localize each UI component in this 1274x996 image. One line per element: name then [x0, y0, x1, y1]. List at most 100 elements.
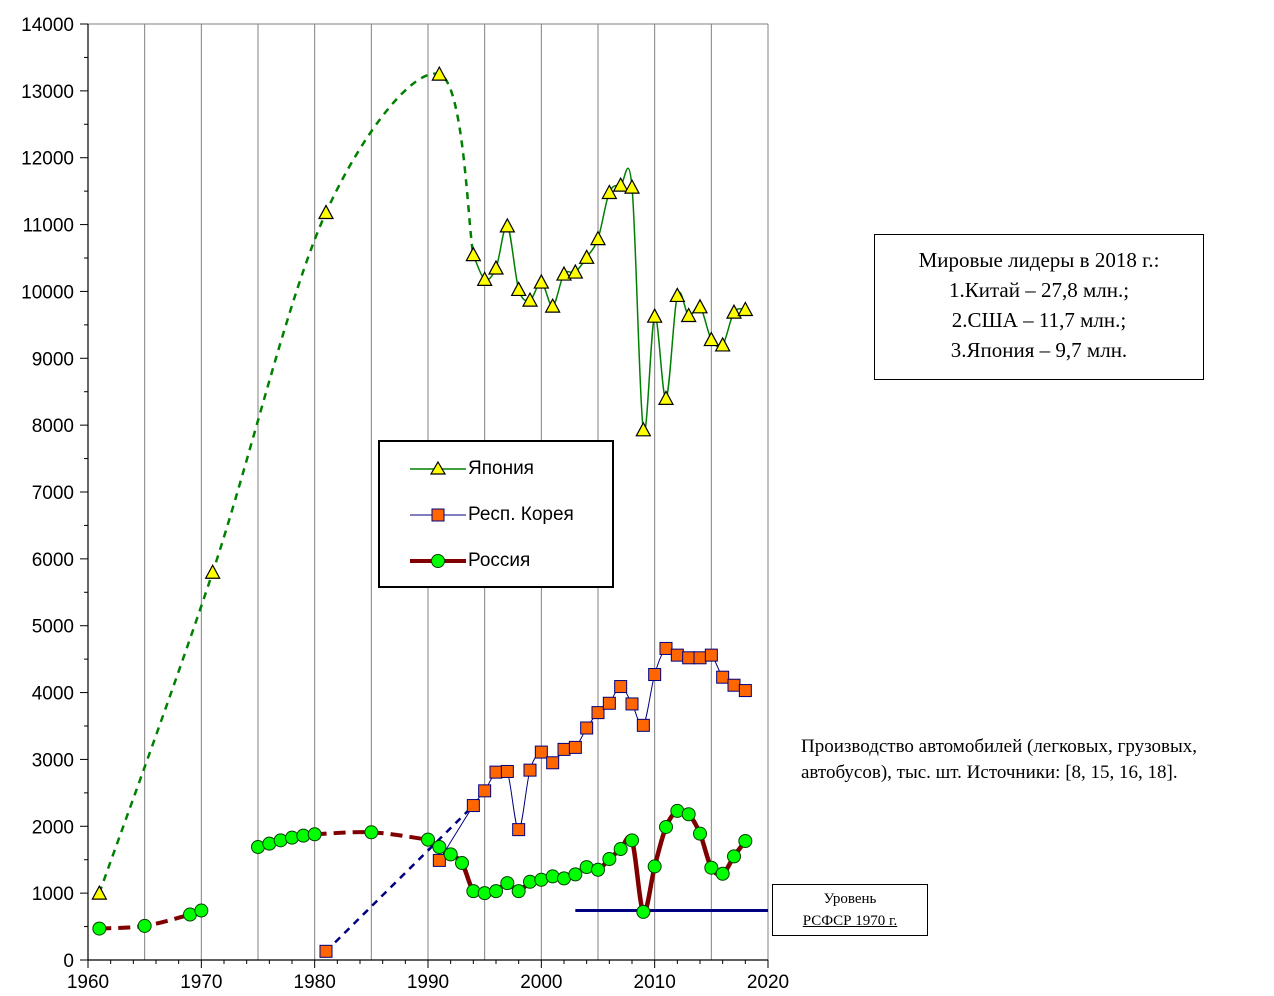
- korea-point-2006: [602, 696, 616, 710]
- russia-point-1990: [421, 832, 435, 847]
- y-tick-label-10000: 10000: [21, 282, 74, 303]
- russia-point-2009: [636, 904, 651, 919]
- japan-point-2007: [612, 176, 629, 192]
- legend-item-korea: Респ. Корея: [380, 500, 612, 530]
- russia-point-2003: [568, 867, 583, 882]
- korea-point-2017: [727, 678, 741, 692]
- russia-point-2001: [545, 869, 560, 884]
- japan-point-1995: [476, 271, 493, 286]
- japan-point-2011: [657, 390, 675, 405]
- korea-point-2016: [716, 670, 730, 684]
- japan-dashed-line: [98, 72, 475, 894]
- japan-point-2015: [703, 331, 720, 347]
- russia-point-1996: [489, 884, 503, 899]
- korea-point-1998: [512, 823, 526, 837]
- japan-point-1971: [204, 563, 221, 579]
- korea-point-1991: [432, 853, 446, 867]
- legend-swatch-japan: [410, 460, 466, 475]
- y-tick-label-1000: 1000: [32, 884, 74, 905]
- y-tick-label-14000: 14000: [21, 15, 74, 36]
- japan-point-2017: [725, 303, 743, 319]
- korea-point-2013: [682, 651, 696, 665]
- russia-point-2016: [715, 866, 730, 881]
- russia-point-2017: [727, 849, 741, 864]
- note-line-4: 3.Япония – 9,7 млн.: [950, 338, 1128, 362]
- japan-point-2016: [714, 336, 731, 352]
- russia-point-1991: [432, 840, 447, 855]
- russia-point-2013: [681, 807, 696, 822]
- note-line-2: 1.Китай – 27,8 млн.;: [948, 278, 1130, 302]
- russia-point-2018: [738, 833, 753, 848]
- russia-point-1992: [443, 847, 458, 862]
- korea-point-2003: [568, 740, 582, 754]
- source-caption: Производство автомобилей (легковых, груз…: [801, 736, 1197, 783]
- axes: 0 1000 2000 3000 4000 5000 6000 7000 8000 9000 100…: [21, 15, 789, 993]
- russia-point-2006: [602, 852, 617, 867]
- russia-point-2004: [579, 860, 594, 875]
- russia-point-2011: [659, 819, 673, 834]
- russia-point-1994: [466, 884, 481, 899]
- korea-dashed-line: [325, 804, 475, 953]
- x-tick-label-2010: 2010: [634, 972, 676, 993]
- japan-point-2013: [680, 307, 697, 323]
- korea-point-1997: [500, 764, 514, 778]
- japan-point-1991: [431, 65, 448, 81]
- y-tick-label-3000: 3000: [32, 750, 74, 771]
- y-tick-label-13000: 13000: [21, 82, 74, 103]
- japan-point-2014: [691, 298, 709, 314]
- korea-point-1994: [466, 799, 480, 813]
- japan-point-2004: [578, 249, 595, 264]
- russia-dashed-line-2: [314, 830, 429, 842]
- level-label-line-2: РСФСР 1970 г.: [802, 913, 898, 929]
- level-label-line-1: Уровень: [823, 891, 877, 907]
- japan-line: [472, 167, 746, 433]
- legend-label-russia: Россия: [468, 550, 531, 571]
- korea-point-2000: [534, 745, 548, 759]
- y-tick-label-8000: 8000: [32, 416, 74, 437]
- korea-point-2001: [546, 756, 560, 770]
- y-tick-label-2000: 2000: [32, 817, 74, 838]
- legend: Япония Респ. Корея Россия: [378, 440, 614, 588]
- y-tick-label-0: 0: [63, 951, 74, 972]
- japan-point-1996: [487, 259, 505, 275]
- japan-point-2009: [635, 421, 652, 437]
- russia-point-1993: [455, 856, 469, 871]
- legend-swatch-korea: [410, 508, 466, 522]
- russia-point-1995: [477, 886, 492, 901]
- x-tick-label-2020: 2020: [747, 972, 789, 993]
- note-line-3: 2.США – 11,7 млн.;: [951, 308, 1127, 332]
- japan-point-2002: [555, 265, 573, 281]
- japan-point-2001: [544, 297, 561, 313]
- x-tick-label-1990: 1990: [407, 972, 449, 993]
- russia-point-2010: [647, 859, 662, 874]
- japan-point-2018: [737, 301, 754, 317]
- russia-point-2015: [704, 860, 719, 875]
- korea-point-2018: [738, 684, 752, 698]
- russia-point-2007: [613, 842, 628, 857]
- japan-point-1998: [510, 281, 527, 297]
- japan-point-2006: [601, 184, 618, 200]
- russia-point-1970: [194, 903, 209, 918]
- russia-point-1999: [523, 874, 537, 889]
- russia-point-1977: [273, 833, 288, 848]
- japan-point-2012: [669, 287, 686, 303]
- korea-point-2007: [614, 680, 628, 694]
- rsfsr-level-label: Уровень РСФСР 1970 г.: [772, 884, 928, 936]
- korea-point-2014: [693, 651, 707, 665]
- korea-point-1999: [523, 763, 537, 777]
- korea-point-2009: [636, 718, 650, 732]
- y-tick-label-9000: 9000: [32, 349, 74, 370]
- japan-point-2000: [533, 273, 550, 289]
- legend-item-russia: Россия: [380, 546, 612, 576]
- japan-point-1981: [317, 204, 335, 220]
- japan-point-2010: [646, 307, 663, 323]
- y-tick-label-11000: 11000: [23, 216, 74, 237]
- korea-point-1981: [319, 944, 333, 958]
- note-line-1: Мировые лидеры в 2018 г.:: [918, 248, 1160, 272]
- japan-point-2003: [567, 263, 584, 279]
- x-tick-label-1980: 1980: [294, 972, 336, 993]
- russia-point-1997: [500, 876, 515, 891]
- leaders-note-box: Мировые лидеры в 2018 г.: 1.Китай – 27,8…: [874, 234, 1204, 380]
- russia-point-1985: [364, 825, 379, 840]
